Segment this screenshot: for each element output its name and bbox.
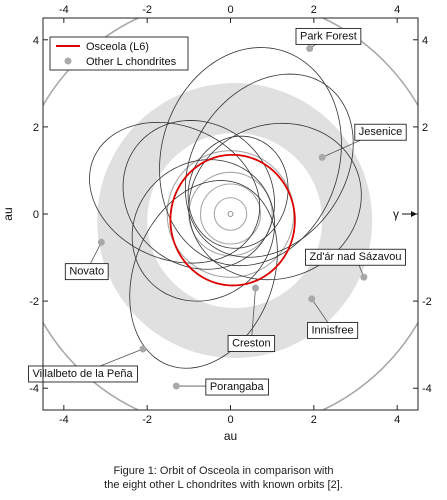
x-axis-label: au	[224, 429, 237, 443]
legend-box	[49, 36, 189, 71]
orbit-chart: Park Forest Jesenice Novato Zd'ár nad Sázav…	[1, 4, 432, 443]
meteorite-label-box-1	[354, 123, 407, 141]
y-tick-label-right-0: -4	[422, 383, 432, 395]
x-tick-label-top-0: -4	[59, 4, 69, 16]
planet-orbit-0	[213, 197, 248, 231]
y-tick-label-right-3: 2	[422, 122, 428, 134]
meteorite-label-box-6	[28, 365, 138, 383]
vernal-equinox-symbol: γ	[393, 207, 399, 221]
plot-area	[43, 18, 418, 410]
meteorite-label-text-7: Porangaba	[210, 381, 265, 393]
caption-line-2: the eight other L chondrites with known …	[104, 479, 343, 491]
meteorite-label-7: Porangaba	[205, 378, 269, 396]
meteorite-orbit-6	[184, 73, 354, 258]
meteorite-label-1: Jesenice	[354, 123, 407, 141]
orbit-chart-svg: Park Forest Jesenice Novato Zd'ár nad Sázav…	[1, 4, 432, 443]
legend-osceola-label: Osceola (L6)	[86, 41, 149, 53]
meteorite-label-text-5: Creston	[232, 337, 271, 349]
x-tick-label-bottom-0: -4	[59, 414, 69, 426]
legend: Osceola (L6) Other L chondrites	[49, 36, 189, 71]
meteorite-orbit-3	[89, 121, 261, 264]
sun-marker	[227, 211, 234, 217]
fall-point-2	[97, 238, 105, 246]
fall-point-0	[306, 44, 314, 52]
meteorite-label-text-2: Novato	[69, 266, 104, 278]
x-tick-label-top-3: 2	[311, 4, 317, 16]
y-tick-label-left-3: 2	[33, 122, 39, 134]
x-tick-label-bottom-2: 0	[227, 414, 233, 426]
meteorite-label-text-0: Park Forest	[300, 30, 357, 42]
meteorite-label-box-5	[227, 335, 276, 352]
osceola-orbit	[169, 153, 296, 287]
meteorite-label-box-2	[64, 263, 109, 281]
y-axis-label: au	[1, 207, 15, 220]
y-tick-label-right-1: -2	[422, 296, 432, 308]
planet-orbit-1	[199, 183, 262, 245]
fall-point-5	[252, 284, 259, 292]
y-tick-label-left-2: 0	[33, 209, 39, 221]
meteorite-orbit-0	[129, 180, 278, 369]
asteroid-belt	[97, 83, 373, 359]
y-tick-label-left-0: -4	[29, 383, 39, 395]
y-tick-label-left-1: -2	[29, 296, 39, 308]
meteorite-label-3: Zd'ár nad Sázavou	[305, 248, 406, 266]
meteorite-orbit-1	[131, 159, 275, 302]
caption-line-1: Figure 1: Orbit of Osceola in comparison…	[113, 465, 334, 477]
meteorite-label-text-4: Innisfree	[311, 324, 353, 336]
meteorite-label-6: Villalbeto de la Peña	[28, 365, 138, 383]
x-tick-label-bottom-1: -2	[142, 414, 152, 426]
legend-other-swatch	[64, 57, 72, 65]
meteorite-label-text-6: Villalbeto de la Peña	[33, 368, 134, 380]
meteorite-label-text-3: Zd'ár nad Sázavou	[310, 251, 402, 263]
x-tick-label-bottom-4: 4	[394, 414, 400, 426]
meteorite-orbit-7	[159, 47, 342, 267]
y-tick-label-right-4: 4	[422, 35, 428, 47]
leader-line-5	[250, 288, 256, 343]
meteorite-orbit-2	[188, 122, 362, 281]
meteorite-orbit-5	[187, 135, 289, 249]
meteorite-label-box-3	[305, 248, 406, 266]
figure-caption: Figure 1: Orbit of Osceola in comparison…	[0, 464, 447, 492]
fall-point-6	[139, 345, 147, 353]
x-tick-label-top-2: 0	[227, 4, 233, 16]
y-tick-label-left-4: 4	[33, 35, 39, 47]
fall-point-4	[308, 295, 316, 303]
meteorite-label-2: Novato	[64, 263, 109, 281]
x-tick-label-bottom-3: 2	[311, 414, 317, 426]
fall-point-7	[172, 382, 180, 390]
fall-point-1	[318, 153, 326, 161]
meteorite-label-4: Innisfree	[307, 321, 359, 339]
meteorite-label-5: Creston	[227, 335, 276, 352]
meteorite-label-box-4	[307, 321, 359, 339]
x-tick-label-top-4: 4	[394, 4, 400, 16]
meteorite-label-box-7	[205, 378, 269, 396]
meteorite-label-box-0	[295, 27, 362, 45]
meteorite-label-text-1: Jesenice	[359, 126, 402, 138]
legend-other-label: Other L chondrites	[86, 56, 177, 68]
vernal-equinox-arrow-head	[411, 211, 417, 217]
fall-point-3	[360, 273, 368, 281]
meteorite-label-0: Park Forest	[295, 27, 362, 45]
x-tick-label-top-1: -2	[142, 4, 152, 16]
